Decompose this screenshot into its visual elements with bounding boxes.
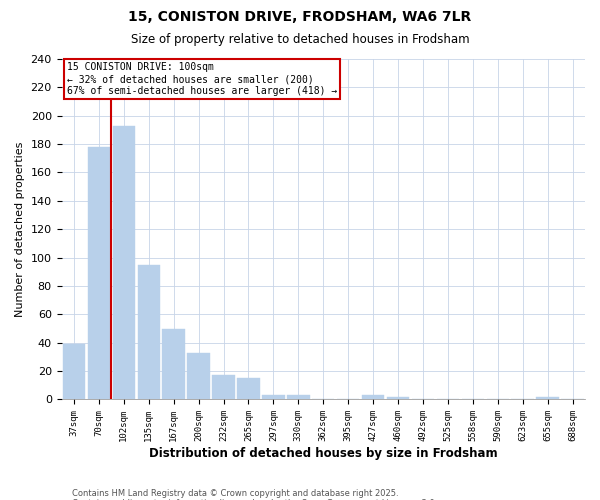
Text: 15 CONISTON DRIVE: 100sqm
← 32% of detached houses are smaller (200)
67% of semi: 15 CONISTON DRIVE: 100sqm ← 32% of detac… (67, 62, 337, 96)
Bar (262, 395, 284, 400)
X-axis label: Distribution of detached houses by size in Frodsham: Distribution of detached houses by size … (149, 447, 497, 460)
Bar (88, 147, 110, 400)
Text: Size of property relative to detached houses in Frodsham: Size of property relative to detached ho… (131, 32, 469, 46)
Bar (237, 378, 260, 400)
Bar (536, 396, 559, 400)
Bar (137, 264, 160, 400)
Bar (212, 376, 235, 400)
Bar (287, 395, 310, 400)
Bar (63, 344, 85, 400)
Bar (187, 352, 210, 400)
Bar (113, 126, 135, 400)
Text: Contains HM Land Registry data © Crown copyright and database right 2025.: Contains HM Land Registry data © Crown c… (72, 488, 398, 498)
Y-axis label: Number of detached properties: Number of detached properties (15, 142, 25, 317)
Bar (163, 328, 185, 400)
Text: 15, CONISTON DRIVE, FRODSHAM, WA6 7LR: 15, CONISTON DRIVE, FRODSHAM, WA6 7LR (128, 10, 472, 24)
Bar (387, 396, 409, 400)
Bar (362, 395, 385, 400)
Text: Contains public sector information licensed under the Open Government Licence v3: Contains public sector information licen… (72, 498, 437, 500)
